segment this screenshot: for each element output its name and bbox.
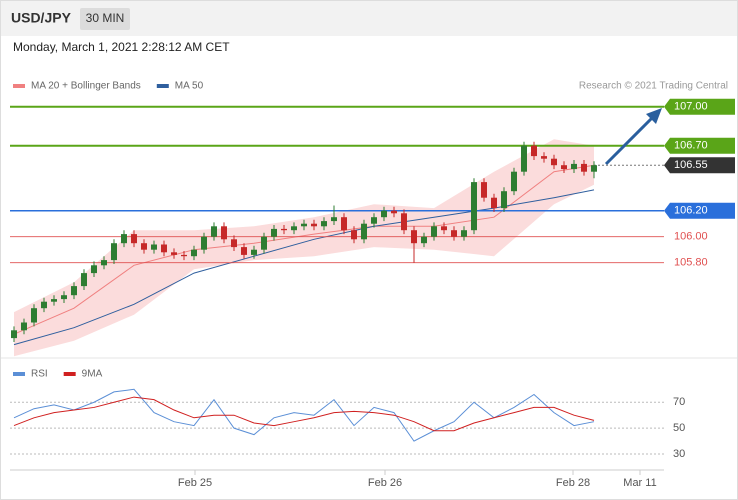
candle-body [401, 213, 407, 231]
candle-body [481, 182, 487, 198]
rsi-line [13, 388, 595, 442]
candle-body [191, 249, 197, 257]
candle-body [241, 247, 247, 255]
legend-swatch [156, 84, 169, 88]
candle-body [11, 330, 17, 339]
candle-body [561, 165, 567, 170]
x-tick-label: Mar 11 [623, 477, 656, 489]
candle-body [71, 286, 77, 296]
candle-body [81, 273, 87, 287]
candle-body [551, 158, 557, 166]
candle-body [231, 239, 237, 248]
datetime: Monday, March 1, 2021 2:28:12 AM CET [13, 40, 230, 54]
candle-body [451, 230, 457, 237]
level-label: 106.00 [674, 231, 708, 243]
candle-body [441, 226, 447, 231]
level-box [664, 202, 735, 219]
candle-body [421, 236, 427, 244]
candle-body [271, 228, 277, 237]
x-tick-label: Feb 28 [556, 477, 590, 489]
bollinger-band [14, 139, 594, 357]
candle-body [51, 299, 57, 302]
timeframe: 30 MIN [86, 11, 125, 25]
candle-body [411, 230, 417, 244]
candle-body [431, 226, 437, 237]
level-label: 106.55 [674, 159, 708, 171]
candle-body [41, 301, 47, 309]
candle-body [171, 252, 177, 255]
arrow-shaft [604, 116, 654, 166]
legend-label: MA 50 [175, 81, 204, 92]
y-tick-label: 70 [673, 396, 685, 408]
rsi-line [13, 396, 595, 432]
candle-body [61, 295, 67, 300]
legend-label: RSI [31, 369, 48, 380]
candle-body [501, 191, 507, 209]
legend-swatch [63, 372, 76, 376]
timeframe-box [80, 8, 130, 30]
candle-body [31, 308, 37, 323]
level-label: 106.20 [674, 205, 708, 217]
legend-label: 9MA [82, 369, 103, 380]
candle-body [131, 234, 137, 244]
legend-label: MA 20 + Bollinger Bands [31, 81, 141, 92]
candle-body [211, 226, 217, 237]
candle-body [101, 260, 107, 266]
y-tick-label: 30 [673, 448, 685, 460]
level-box [664, 137, 735, 154]
candle-body [331, 217, 337, 222]
candle-body [311, 223, 317, 227]
level-box [664, 157, 735, 174]
level-label: 105.80 [674, 257, 708, 269]
level-label: 107.00 [674, 101, 708, 113]
candle-body [351, 230, 357, 240]
legend-swatch [13, 84, 25, 88]
candle-body [391, 210, 397, 214]
arrow [604, 108, 662, 166]
candle-body [591, 165, 597, 172]
candle-body [221, 226, 227, 240]
credit: Research © 2021 Trading Central [579, 81, 728, 92]
candle-body [321, 221, 327, 227]
candle-body [251, 249, 257, 255]
candle-body [471, 182, 477, 231]
candle-body [581, 163, 587, 172]
ma-line [13, 189, 595, 346]
candle-body [261, 236, 267, 250]
candle-body [301, 223, 307, 227]
candle-body [541, 156, 547, 159]
candle-body [281, 228, 287, 231]
candle-body [161, 244, 167, 253]
candle-body [21, 322, 27, 331]
candle-body [341, 217, 347, 231]
level-box [664, 98, 735, 115]
candle-body [491, 197, 497, 209]
candle-body [371, 217, 377, 224]
candle-body [571, 163, 577, 170]
y-tick-label: 50 [673, 422, 685, 434]
candle-body [111, 243, 117, 261]
x-tick-label: Feb 26 [368, 477, 402, 489]
level-label: 106.70 [674, 140, 708, 152]
candle-body [381, 210, 387, 218]
candle-body [511, 171, 517, 192]
symbol: USD/JPY [11, 10, 72, 26]
x-tick-label: Feb 25 [178, 477, 212, 489]
candle-body [151, 244, 157, 250]
candle-body [201, 236, 207, 250]
candle-body [141, 243, 147, 250]
legend-swatch [13, 372, 25, 376]
arrow-head [646, 108, 662, 124]
candle-body [461, 230, 467, 237]
candle-body [291, 226, 297, 231]
candle-body [181, 254, 187, 257]
candle-body [521, 145, 527, 172]
candle-body [121, 234, 127, 244]
candle-body [361, 223, 367, 240]
ma-line [13, 164, 595, 335]
candle-body [531, 145, 537, 157]
candle-body [91, 265, 97, 274]
